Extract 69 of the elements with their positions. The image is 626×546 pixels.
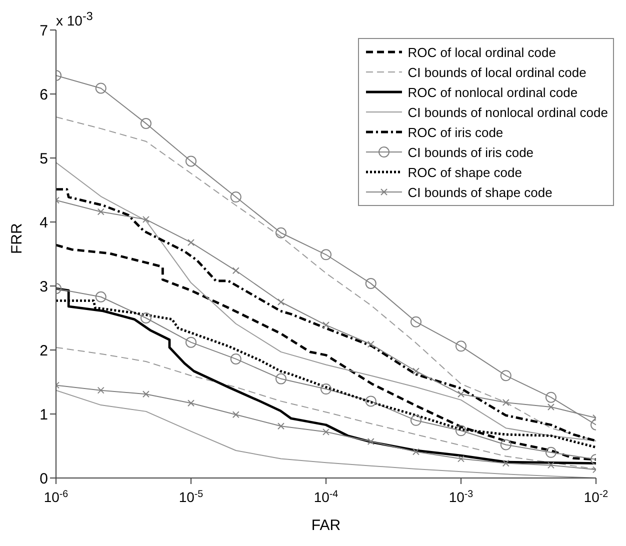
x-axis-title: FAR xyxy=(311,517,341,534)
point xyxy=(95,82,106,94)
legend-label: ROC of local ordinal code xyxy=(408,44,556,60)
x-tick-label: 10$^{-2}$ xyxy=(584,488,608,505)
point xyxy=(456,425,466,436)
point xyxy=(545,446,556,458)
point xyxy=(275,373,286,384)
y-tick-label: 4 xyxy=(40,214,48,232)
point xyxy=(230,353,242,364)
point xyxy=(230,192,242,203)
y-tick-label: 7 xyxy=(40,22,48,40)
point xyxy=(322,428,330,436)
y-tick-label: 6 xyxy=(40,86,48,104)
x-tick-label: 10$^{-3}$ xyxy=(448,488,474,505)
y-tick-label: 3 xyxy=(40,278,48,296)
point xyxy=(97,208,104,216)
y-tick-label: 1 xyxy=(40,406,48,424)
y-tick-label: 2 xyxy=(40,342,48,360)
point xyxy=(545,392,556,403)
point xyxy=(547,462,554,469)
y-axis-title: FRR xyxy=(8,223,26,254)
line-series xyxy=(56,346,596,470)
point xyxy=(322,322,330,329)
point xyxy=(275,227,286,238)
point xyxy=(142,216,150,223)
point xyxy=(412,368,420,375)
point xyxy=(410,316,422,328)
legend-label: CI bounds of iris code xyxy=(408,144,534,160)
x-tick-label: 10$^{-4}$ xyxy=(314,488,339,505)
legend-label: ROC of shape code xyxy=(408,164,522,180)
point xyxy=(410,414,422,426)
point xyxy=(456,340,466,352)
legend-label: CI bounds of shape code xyxy=(408,184,552,200)
y-tick-label: 0 xyxy=(40,470,48,488)
point xyxy=(367,340,374,348)
point xyxy=(188,238,194,246)
point xyxy=(97,386,104,394)
text: x 10$^{-3}$ xyxy=(56,10,93,29)
point xyxy=(232,411,240,418)
x-tick-label: 10$^{-5}$ xyxy=(178,488,204,505)
point xyxy=(232,267,240,274)
point xyxy=(365,396,376,407)
legend-label: ROC of nonlocal ordinal code xyxy=(408,84,578,100)
point xyxy=(320,249,332,260)
point xyxy=(500,370,512,382)
point xyxy=(458,455,464,462)
point xyxy=(95,291,106,302)
x-tick-label: 10$^{-6}$ xyxy=(44,488,69,505)
legend-label: CI bounds of nonlocal ordinal code xyxy=(408,104,608,120)
point xyxy=(367,438,374,446)
point xyxy=(142,390,150,398)
point xyxy=(500,439,512,450)
point xyxy=(277,298,284,306)
point xyxy=(365,278,376,289)
legend-label: ROC of iris code xyxy=(408,124,504,140)
point xyxy=(502,398,510,406)
point xyxy=(186,336,196,348)
y-tick-label: 5 xyxy=(40,150,48,168)
point xyxy=(186,156,196,167)
point xyxy=(458,390,464,398)
point xyxy=(502,460,510,467)
point xyxy=(547,403,554,410)
point xyxy=(277,422,284,430)
point xyxy=(320,384,332,395)
legend-label: CI bounds of local ordinal code xyxy=(408,64,586,80)
point xyxy=(140,118,152,129)
point xyxy=(140,312,152,324)
point xyxy=(188,400,194,407)
point xyxy=(412,448,420,456)
